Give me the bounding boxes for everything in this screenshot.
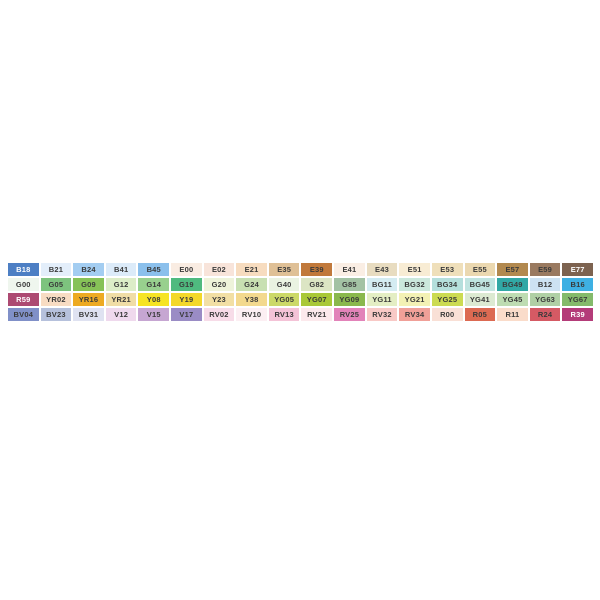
color-swatch-R05[interactable]: R05 (464, 308, 496, 321)
color-swatch-YR02[interactable]: YR02 (40, 293, 72, 306)
color-swatch-E77[interactable]: E77 (562, 263, 593, 276)
color-swatch-RV25[interactable]: RV25 (334, 308, 365, 321)
color-swatch-E39[interactable]: E39 (301, 263, 333, 276)
color-swatch-G09[interactable]: G09 (73, 278, 104, 291)
color-swatch-Y23[interactable]: Y23 (203, 293, 235, 306)
color-swatch-BG45[interactable]: BG45 (464, 278, 496, 291)
color-swatch-BV31[interactable]: BV31 (73, 308, 104, 321)
color-swatch-B16[interactable]: B16 (562, 278, 593, 291)
color-swatch-YG05[interactable]: YG05 (268, 293, 300, 306)
color-swatch-G40[interactable]: G40 (268, 278, 300, 291)
color-swatch-G24[interactable]: G24 (236, 278, 267, 291)
color-swatch-RV34[interactable]: RV34 (399, 308, 430, 321)
color-swatch-B41[interactable]: B41 (105, 263, 137, 276)
color-swatch-R59[interactable]: R59 (8, 293, 39, 306)
color-swatch-YG07[interactable]: YG07 (301, 293, 333, 306)
color-swatch-RV10[interactable]: RV10 (236, 308, 267, 321)
color-swatch-BV04[interactable]: BV04 (8, 308, 39, 321)
color-swatch-RV13[interactable]: RV13 (268, 308, 300, 321)
color-swatch-G20[interactable]: G20 (203, 278, 235, 291)
color-swatch-RV21[interactable]: RV21 (301, 308, 333, 321)
color-swatch-E43[interactable]: E43 (366, 263, 398, 276)
color-swatch-grid: B18 B21 B24 B41 B45 E00 E02 E21 E35 E39 E41 E43 E51 E… (8, 263, 593, 321)
color-swatch-Y38[interactable]: Y38 (236, 293, 267, 306)
color-swatch-YR21[interactable]: YR21 (105, 293, 137, 306)
color-swatch-V15[interactable]: V15 (138, 308, 170, 321)
color-swatch-G05[interactable]: G05 (40, 278, 72, 291)
color-swatch-E51[interactable]: E51 (399, 263, 430, 276)
color-swatch-G85[interactable]: G85 (334, 278, 365, 291)
color-swatch-YG25[interactable]: YG25 (431, 293, 463, 306)
color-swatch-YR16[interactable]: YR16 (73, 293, 104, 306)
color-swatch-E02[interactable]: E02 (203, 263, 235, 276)
color-swatch-V12[interactable]: V12 (105, 308, 137, 321)
color-swatch-Y19[interactable]: Y19 (171, 293, 202, 306)
color-swatch-B21[interactable]: B21 (40, 263, 72, 276)
color-swatch-E59[interactable]: E59 (529, 263, 561, 276)
color-swatch-G14[interactable]: G14 (138, 278, 170, 291)
color-swatch-E55[interactable]: E55 (464, 263, 496, 276)
color-swatch-G00[interactable]: G00 (8, 278, 39, 291)
color-swatch-BV23[interactable]: BV23 (40, 308, 72, 321)
color-swatch-BG32[interactable]: BG32 (399, 278, 430, 291)
color-swatch-YG21[interactable]: YG21 (399, 293, 430, 306)
color-swatch-E53[interactable]: E53 (431, 263, 463, 276)
color-swatch-E35[interactable]: E35 (268, 263, 300, 276)
color-swatch-BG11[interactable]: BG11 (366, 278, 398, 291)
color-swatch-YG45[interactable]: YG45 (497, 293, 528, 306)
color-swatch-G82[interactable]: G82 (301, 278, 333, 291)
color-swatch-R39[interactable]: R39 (562, 308, 593, 321)
color-swatch-E41[interactable]: E41 (334, 263, 365, 276)
color-swatch-RV32[interactable]: RV32 (366, 308, 398, 321)
color-swatch-YG41[interactable]: YG41 (464, 293, 496, 306)
color-swatch-YG09[interactable]: YG09 (334, 293, 365, 306)
color-swatch-BG49[interactable]: BG49 (497, 278, 528, 291)
color-swatch-YG11[interactable]: YG11 (366, 293, 398, 306)
color-swatch-R24[interactable]: R24 (529, 308, 561, 321)
color-swatch-E00[interactable]: E00 (171, 263, 202, 276)
color-swatch-RV02[interactable]: RV02 (203, 308, 235, 321)
color-swatch-G19[interactable]: G19 (171, 278, 202, 291)
color-swatch-YG63[interactable]: YG63 (529, 293, 561, 306)
color-swatch-V17[interactable]: V17 (171, 308, 202, 321)
color-swatch-B45[interactable]: B45 (138, 263, 170, 276)
color-swatch-G12[interactable]: G12 (105, 278, 137, 291)
color-swatch-B12[interactable]: B12 (529, 278, 561, 291)
color-swatch-B18[interactable]: B18 (8, 263, 39, 276)
color-swatch-B24[interactable]: B24 (73, 263, 104, 276)
color-swatch-E21[interactable]: E21 (236, 263, 267, 276)
color-swatch-YG67[interactable]: YG67 (562, 293, 593, 306)
color-swatch-E57[interactable]: E57 (497, 263, 528, 276)
color-swatch-R11[interactable]: R11 (497, 308, 528, 321)
color-swatch-BG34[interactable]: BG34 (431, 278, 463, 291)
color-swatch-Y08[interactable]: Y08 (138, 293, 170, 306)
color-swatch-R00[interactable]: R00 (431, 308, 463, 321)
